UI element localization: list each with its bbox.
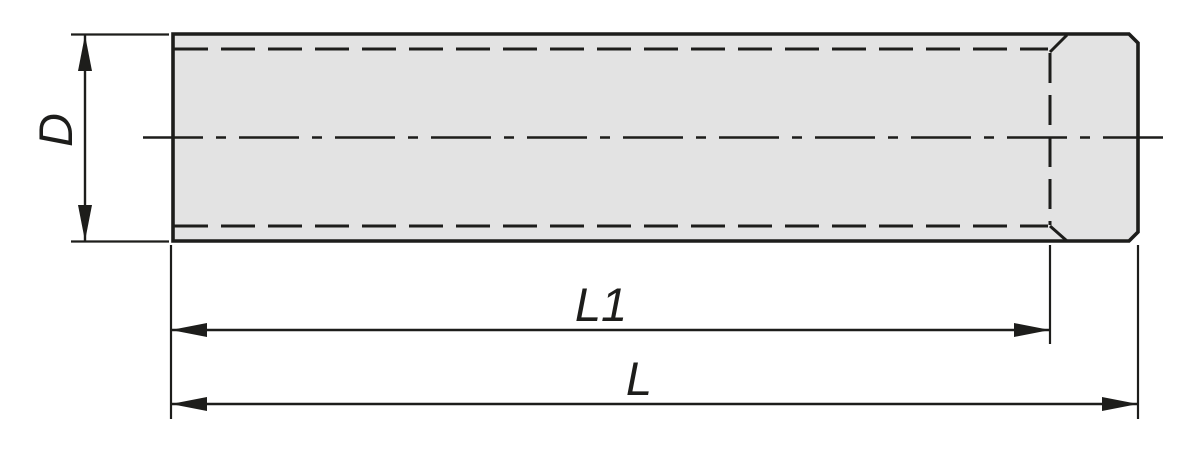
dimension-d: D	[29, 33, 169, 243]
dimension-label-d: D	[29, 113, 82, 147]
dimension-l1: L1	[169, 245, 1052, 419]
arrowhead-l1-left	[171, 323, 207, 337]
dimension-label-l1: L1	[575, 278, 627, 331]
arrowhead-d-up	[78, 35, 92, 71]
dimension-l: L	[171, 245, 1140, 419]
arrowhead-l-left	[171, 397, 207, 411]
arrowhead-d-down	[78, 205, 92, 241]
arrowhead-l1-right	[1014, 323, 1050, 337]
arrowhead-l-right	[1102, 397, 1138, 411]
chamfer-diagonal-bottom	[1049, 224, 1068, 243]
thread-end-chamfer	[1048, 33, 1069, 243]
dimension-label-l: L	[626, 352, 652, 405]
part-body	[143, 32, 1166, 243]
chamfer-diagonal-top	[1048, 33, 1069, 54]
